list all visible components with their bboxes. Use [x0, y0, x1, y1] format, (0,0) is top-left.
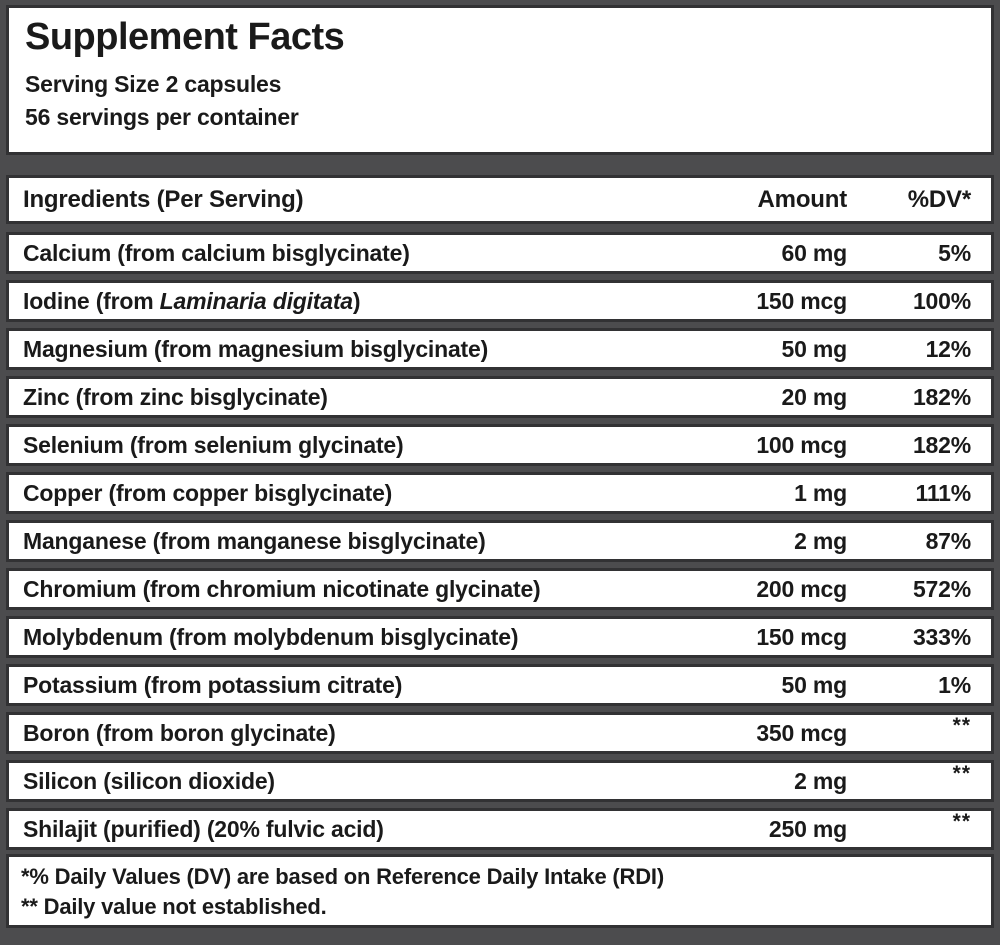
footnotes-section: *% Daily Values (DV) are based on Refere…: [6, 854, 994, 928]
ingredient-amount: 2 mg: [794, 767, 847, 794]
ingredient-name: Molybdenum (from molybdenum bisglycinate…: [23, 623, 519, 650]
ingredient-name: Shilajit (purified) (20% fulvic acid): [23, 815, 384, 842]
serving-size-text: Serving Size 2 capsules: [25, 70, 282, 97]
ingredient-name: Silicon (silicon dioxide): [23, 767, 275, 794]
ingredient-amount: 20 mg: [781, 383, 848, 410]
table-row: Potassium (from potassium citrate) 50 mg…: [6, 664, 994, 706]
label-header-section: Supplement Facts Serving Size 2 capsules…: [6, 5, 994, 155]
column-header-amount: Amount: [757, 185, 848, 213]
ingredient-name: Chromium (from chromium nicotinate glyci…: [23, 575, 541, 602]
ingredient-dv: 12%: [925, 335, 972, 362]
ingredient-dv: 572%: [912, 575, 971, 602]
ingredient-dv: 182%: [912, 431, 971, 458]
ingredient-dv: **: [952, 714, 971, 737]
ingredient-name: Calcium (from calcium bisglycinate): [23, 239, 410, 266]
ingredient-amount: 150 mcg: [756, 287, 847, 314]
ingredient-dv: 182%: [912, 383, 971, 410]
ingredient-amount: 250 mg: [768, 815, 847, 842]
table-row: Molybdenum (from molybdenum bisglycinate…: [6, 616, 994, 658]
table-row: Zinc (from zinc bisglycinate) 20 mg 182%: [6, 376, 994, 418]
label-title: Supplement Facts: [25, 16, 345, 58]
ingredient-name: Selenium (from selenium glycinate): [23, 431, 404, 458]
ingredient-name: Boron (from boron glycinate): [23, 719, 336, 746]
ingredient-dv: 87%: [925, 527, 972, 554]
table-row: Manganese (from manganese bisglycinate) …: [6, 520, 994, 562]
table-row: Calcium (from calcium bisglycinate) 60 m…: [6, 232, 994, 274]
ingredients-table: Calcium (from calcium bisglycinate) 60 m…: [6, 232, 994, 850]
column-header-ingredients: Ingredients (Per Serving): [23, 185, 304, 213]
ingredient-amount: 150 mcg: [756, 623, 847, 650]
ingredient-amount: 60 mg: [781, 239, 848, 266]
ingredient-name: Copper (from copper bisglycinate): [23, 479, 393, 506]
ingredient-amount: 50 mg: [781, 335, 848, 362]
ingredient-name: Potassium (from potassium citrate): [23, 671, 403, 698]
ingredient-name: Zinc (from zinc bisglycinate): [23, 383, 328, 410]
ingredient-amount: 1 mg: [794, 479, 847, 506]
table-row: Boron (from boron glycinate) 350 mcg **: [6, 712, 994, 754]
ingredient-dv: 100%: [912, 287, 971, 314]
table-row: Shilajit (purified) (20% fulvic acid) 25…: [6, 808, 994, 850]
ingredient-name: Iodine (from Laminaria digitata): [23, 287, 361, 314]
table-row: Magnesium (from magnesium bisglycinate) …: [6, 328, 994, 370]
column-header-dv: %DV*: [907, 185, 971, 213]
footnote-not-established: ** Daily value not established.: [21, 894, 327, 919]
ingredient-dv: **: [952, 810, 971, 833]
table-row: Iodine (from Laminaria digitata) 150 mcg…: [6, 280, 994, 322]
ingredient-name: Magnesium (from magnesium bisglycinate): [23, 335, 489, 362]
ingredient-amount: 350 mcg: [756, 719, 847, 746]
ingredient-name: Manganese (from manganese bisglycinate): [23, 527, 486, 554]
ingredient-amount: 2 mg: [794, 527, 847, 554]
ingredient-amount: 50 mg: [781, 671, 848, 698]
table-header-row: Ingredients (Per Serving) Amount %DV*: [6, 175, 994, 224]
servings-per-container-text: 56 servings per container: [25, 103, 299, 130]
ingredient-dv: **: [952, 762, 971, 785]
table-row: Selenium (from selenium glycinate) 100 m…: [6, 424, 994, 466]
ingredient-dv: 111%: [915, 479, 972, 506]
ingredient-amount: 100 mcg: [756, 431, 847, 458]
table-row: Silicon (silicon dioxide) 2 mg **: [6, 760, 994, 802]
ingredient-dv: 333%: [912, 623, 971, 650]
table-row: Copper (from copper bisglycinate) 1 mg 1…: [6, 472, 994, 514]
footnote-dv: *% Daily Values (DV) are based on Refere…: [21, 864, 664, 889]
ingredient-dv: 5%: [938, 239, 971, 266]
table-row: Chromium (from chromium nicotinate glyci…: [6, 568, 994, 610]
ingredient-dv: 1%: [938, 671, 971, 698]
ingredient-amount: 200 mcg: [756, 575, 847, 602]
